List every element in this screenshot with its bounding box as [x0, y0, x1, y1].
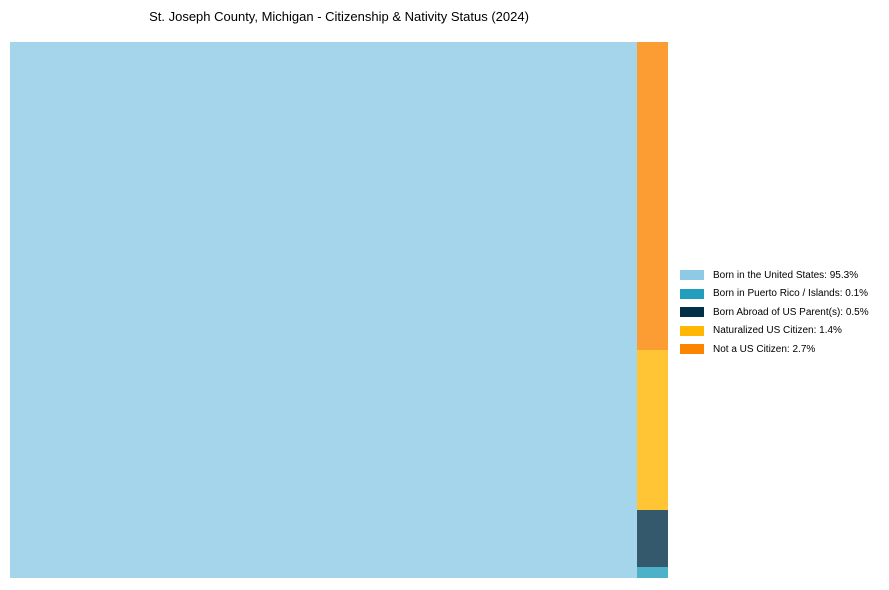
- legend-label: Born in Puerto Rico / Islands: 0.1%: [713, 288, 869, 300]
- legend-label: Naturalized US Citizen: 1.4%: [713, 325, 842, 337]
- treemap-cell-not-a-us-citizen: [637, 42, 668, 350]
- legend-label: Not a US Citizen: 2.7%: [713, 343, 816, 355]
- legend-label: Born Abroad of US Parent(s): 0.5%: [713, 306, 869, 318]
- treemap-plot-area: [10, 42, 668, 578]
- legend: Born in the United States: 95.3% Born in…: [680, 266, 869, 359]
- legend-row: Naturalized US Citizen: 1.4%: [680, 322, 869, 341]
- legend-label: Born in the United States: 95.3%: [713, 269, 859, 281]
- legend-swatch-born-abroad-of-us-parents: [680, 307, 704, 318]
- legend-swatch-born-in-puerto-rico-islands: [680, 288, 704, 299]
- treemap-cell-naturalized-us-citizen: [637, 349, 668, 510]
- legend-row: Born in the United States: 95.3%: [680, 266, 869, 285]
- treemap-cell-born-abroad-of-us-parents: [637, 509, 668, 567]
- legend-row: Born in Puerto Rico / Islands: 0.1%: [680, 285, 869, 304]
- legend-swatch-naturalized-us-citizen: [680, 325, 704, 336]
- legend-row: Not a US Citizen: 2.7%: [680, 340, 869, 359]
- chart-title: St. Joseph County, Michigan - Citizenshi…: [149, 9, 529, 24]
- legend-swatch-born-in-the-united-states: [680, 270, 704, 281]
- legend-row: Born Abroad of US Parent(s): 0.5%: [680, 303, 869, 322]
- legend-swatch-not-a-us-citizen: [680, 344, 704, 355]
- treemap-cell-born-in-the-united-states: [10, 42, 638, 578]
- treemap-cell-born-in-puerto-rico-islands: [637, 566, 668, 578]
